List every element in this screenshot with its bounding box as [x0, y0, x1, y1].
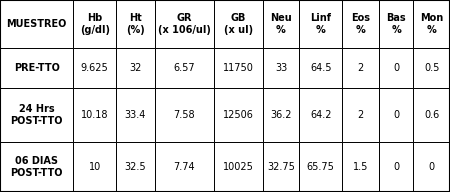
Text: 1.5: 1.5: [353, 162, 368, 172]
Bar: [214, 142, 263, 192]
Bar: [155, 48, 214, 88]
Bar: [379, 142, 414, 192]
Text: Bas
%: Bas %: [386, 13, 406, 35]
Text: 0: 0: [393, 110, 399, 120]
Bar: [155, 0, 214, 48]
Bar: [0, 88, 73, 142]
Bar: [214, 0, 263, 48]
Text: 0: 0: [393, 63, 399, 73]
Text: 12506: 12506: [223, 110, 254, 120]
Bar: [379, 48, 414, 88]
Bar: [299, 0, 342, 48]
Text: 64.2: 64.2: [310, 110, 332, 120]
Bar: [155, 142, 214, 192]
Text: 2: 2: [357, 110, 364, 120]
Text: 7.74: 7.74: [173, 162, 195, 172]
Bar: [379, 0, 414, 48]
Bar: [116, 0, 155, 48]
Text: 36.2: 36.2: [270, 110, 292, 120]
Bar: [116, 48, 155, 88]
Bar: [299, 142, 342, 192]
Text: GB
(x ul): GB (x ul): [224, 13, 253, 35]
Text: PRE-TTO: PRE-TTO: [14, 63, 59, 73]
Bar: [299, 48, 342, 88]
Bar: [299, 88, 342, 142]
Bar: [263, 142, 299, 192]
Bar: [414, 48, 450, 88]
Text: 24 Hrs
POST-TTO: 24 Hrs POST-TTO: [10, 103, 63, 126]
Text: 0.6: 0.6: [424, 110, 439, 120]
Bar: [155, 88, 214, 142]
Bar: [342, 0, 379, 48]
Text: 65.75: 65.75: [307, 162, 335, 172]
Bar: [342, 48, 379, 88]
Bar: [73, 0, 116, 48]
Bar: [73, 88, 116, 142]
Text: 32.75: 32.75: [267, 162, 295, 172]
Bar: [0, 0, 73, 48]
Bar: [0, 142, 73, 192]
Text: 0: 0: [428, 162, 435, 172]
Bar: [116, 88, 155, 142]
Text: 10.18: 10.18: [81, 110, 108, 120]
Text: 9.625: 9.625: [81, 63, 108, 73]
Text: 33: 33: [275, 63, 287, 73]
Text: Eos
%: Eos %: [351, 13, 370, 35]
Bar: [414, 142, 450, 192]
Text: 7.58: 7.58: [173, 110, 195, 120]
Text: Ht
(%): Ht (%): [126, 13, 145, 35]
Bar: [342, 88, 379, 142]
Bar: [263, 0, 299, 48]
Text: 0.5: 0.5: [424, 63, 439, 73]
Bar: [414, 0, 450, 48]
Bar: [214, 88, 263, 142]
Bar: [263, 88, 299, 142]
Text: 33.4: 33.4: [125, 110, 146, 120]
Text: 10: 10: [89, 162, 101, 172]
Bar: [214, 48, 263, 88]
Bar: [73, 142, 116, 192]
Text: 0: 0: [393, 162, 399, 172]
Bar: [116, 142, 155, 192]
Bar: [342, 142, 379, 192]
Text: MUESTREO: MUESTREO: [6, 19, 67, 29]
Text: 11750: 11750: [223, 63, 254, 73]
Text: 32: 32: [129, 63, 142, 73]
Text: Neu
%: Neu %: [270, 13, 292, 35]
Text: 2: 2: [357, 63, 364, 73]
Text: Mon
%: Mon %: [420, 13, 443, 35]
Text: 64.5: 64.5: [310, 63, 332, 73]
Bar: [263, 48, 299, 88]
Text: Hb
(g/dl): Hb (g/dl): [80, 13, 110, 35]
Bar: [73, 48, 116, 88]
Text: 6.57: 6.57: [173, 63, 195, 73]
Text: 06 DIAS
POST-TTO: 06 DIAS POST-TTO: [10, 156, 63, 178]
Text: 32.5: 32.5: [125, 162, 146, 172]
Text: 10025: 10025: [223, 162, 254, 172]
Bar: [0, 48, 73, 88]
Text: Linf
%: Linf %: [310, 13, 331, 35]
Bar: [414, 88, 450, 142]
Bar: [379, 88, 414, 142]
Text: GR
(x 106/ul): GR (x 106/ul): [158, 13, 211, 35]
